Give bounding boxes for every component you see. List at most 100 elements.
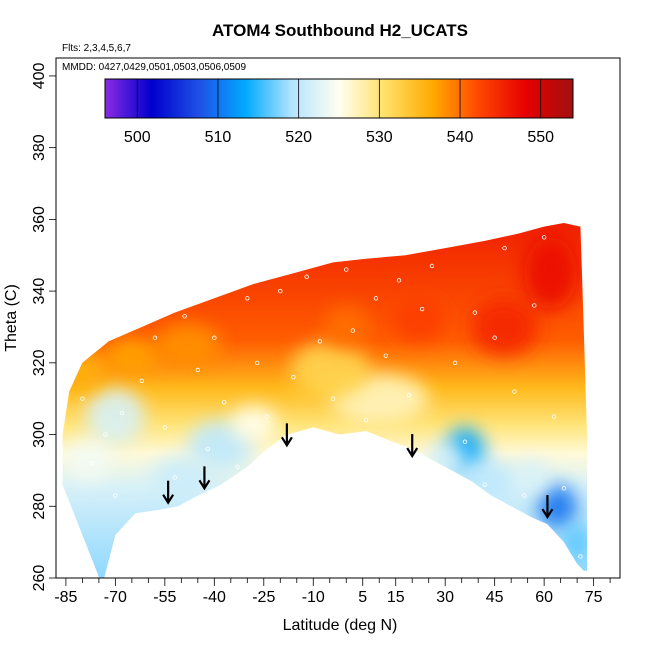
sample-point	[235, 464, 240, 470]
field-blob	[85, 387, 146, 446]
colorbar-tick-label: 540	[447, 129, 474, 146]
sample-point	[317, 339, 323, 344]
sample-point	[482, 482, 487, 487]
x-tick-label: -25	[252, 589, 275, 606]
x-tick-label: -55	[153, 589, 176, 606]
colorbar-bar	[104, 78, 574, 119]
sample-point	[205, 446, 210, 452]
sample-point	[182, 314, 187, 319]
y-tick-label: 400	[31, 62, 48, 89]
sample-point	[439, 468, 445, 473]
sample-point	[472, 310, 478, 315]
y-tick-label: 380	[31, 134, 48, 161]
sample-point	[396, 278, 402, 283]
sample-point	[522, 493, 527, 498]
field-blob	[230, 405, 277, 442]
sample-point	[80, 396, 85, 401]
x-tick-label: 60	[535, 589, 553, 606]
field-blob	[471, 298, 538, 356]
sample-point	[571, 220, 577, 226]
arrow-marker	[280, 423, 293, 448]
sample-point	[254, 360, 260, 366]
sample-point	[152, 335, 158, 340]
y-tick-label: 260	[31, 565, 48, 592]
arrow-marker	[162, 480, 175, 505]
colorbar-tick-label: 510	[205, 129, 232, 146]
arrow-marker	[198, 466, 211, 491]
sample-point	[541, 235, 547, 240]
x-tick-label: 15	[387, 589, 405, 606]
arrow-marker	[541, 495, 554, 520]
y-axis: 260 280 300 320 340 360 380 400	[31, 62, 56, 591]
field-blob	[524, 237, 578, 310]
field-blob	[425, 441, 465, 478]
sample-point	[103, 432, 108, 437]
sample-point	[350, 328, 356, 333]
x-tick-label: 75	[585, 589, 603, 606]
sample-point	[162, 425, 168, 430]
field-blob	[290, 341, 370, 399]
y-tick-label: 360	[31, 206, 48, 233]
sample-point	[66, 367, 72, 373]
sample-point	[492, 335, 497, 340]
field-blob	[65, 438, 113, 482]
field-blob	[563, 524, 588, 561]
x-tick-label: -85	[54, 589, 77, 606]
sample-point	[578, 554, 583, 559]
y-tick-label: 280	[31, 493, 48, 520]
sample-point	[264, 414, 270, 419]
sample-point	[330, 396, 336, 401]
x-tick-label: 45	[486, 589, 504, 606]
heatmap-field	[62, 223, 588, 578]
colorbar-tick-label: 520	[285, 129, 312, 146]
sample-point	[212, 335, 217, 340]
sample-point	[363, 418, 369, 423]
sample-point	[126, 522, 131, 527]
field-blob	[105, 337, 159, 374]
sample-point	[429, 263, 435, 269]
field-blob	[511, 459, 551, 496]
sample-point	[512, 389, 517, 394]
field-blobs	[62, 237, 588, 561]
dates-note: MMDD: 0427,0429,0501,0503,0506,0509	[62, 62, 246, 73]
sample-point	[139, 378, 144, 383]
sample-point	[373, 296, 379, 301]
sample-point	[278, 288, 283, 294]
sample-point	[119, 410, 125, 416]
field-blob	[62, 352, 106, 388]
y-axis-label: Theta (C)	[3, 284, 20, 352]
y-tick-label: 320	[31, 349, 48, 376]
sample-point	[406, 392, 412, 398]
sample-point	[551, 414, 557, 419]
y-tick-label: 340	[31, 278, 48, 305]
colorbar-tick-label: 550	[527, 129, 554, 146]
plot-frame	[55, 57, 621, 579]
sample-point	[383, 353, 389, 358]
sample-points	[66, 220, 583, 559]
sample-point	[532, 303, 537, 308]
colorbar-ticks: 500 510 520 530 540 550	[124, 79, 554, 146]
arrow-markers	[162, 423, 554, 520]
chart-title: ATOM4 Southbound H2_UCATS	[212, 21, 468, 40]
x-axis-label: Latitude (deg N)	[283, 617, 398, 634]
sample-point	[304, 274, 309, 279]
sample-point	[195, 367, 201, 373]
colorbar-tick-label: 500	[124, 129, 151, 146]
y-tick-label: 300	[31, 421, 48, 448]
x-tick-label: -40	[203, 589, 226, 606]
x-tick-label: 5	[358, 589, 367, 606]
sample-point	[90, 461, 95, 466]
sample-point	[419, 306, 425, 312]
sample-point	[344, 267, 349, 272]
sample-point	[245, 296, 250, 301]
sample-point	[172, 475, 177, 480]
sample-point	[113, 493, 118, 498]
sample-point	[462, 439, 468, 444]
field-blob	[323, 305, 370, 349]
x-tick-label: -10	[302, 589, 325, 606]
sample-point	[502, 245, 507, 251]
flights-note: Flts: 2,3,4,5,6,7	[62, 43, 131, 54]
field-blob	[151, 456, 212, 500]
field-blob	[154, 323, 221, 367]
